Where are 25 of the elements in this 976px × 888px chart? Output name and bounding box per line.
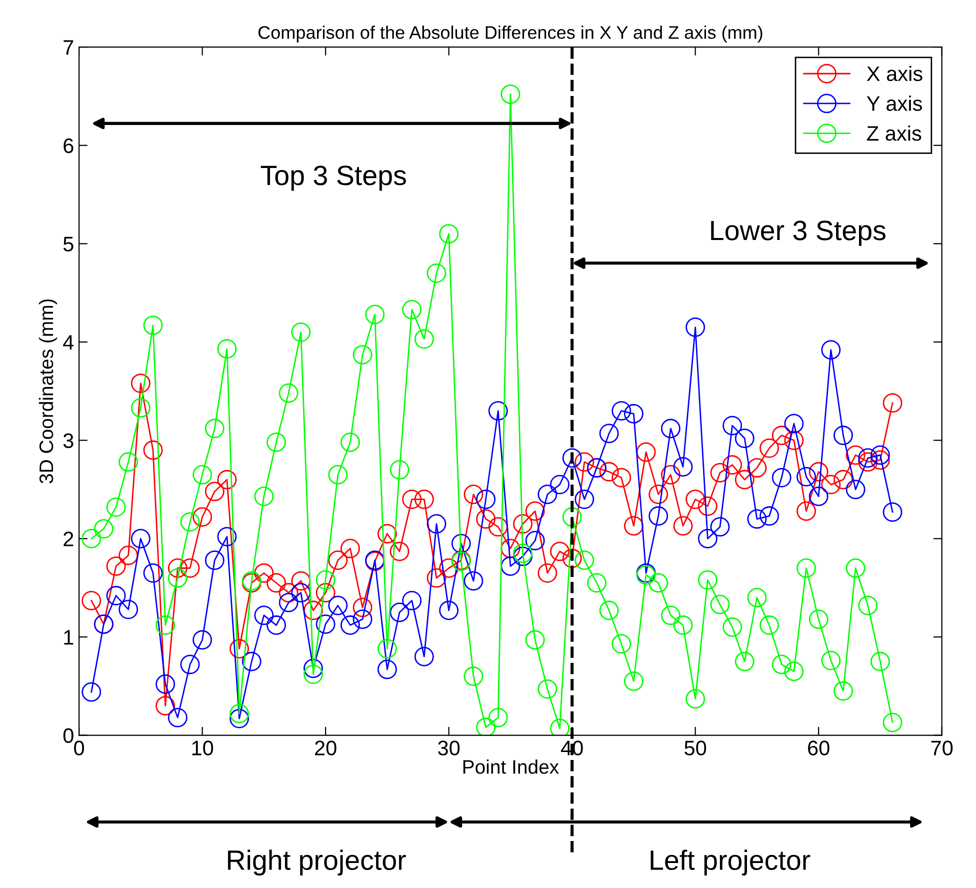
x-tick-label: 60	[808, 740, 830, 756]
annotation: Lower 3 Steps	[711, 220, 886, 246]
x-tick-label: 50	[684, 740, 706, 756]
y-tick-label: 2	[64, 532, 74, 546]
y-tick-label: 6	[64, 138, 74, 154]
y-tick-label: 7	[64, 40, 74, 55]
legend-label: Y axis	[866, 96, 922, 111]
y-tick-label: 4	[63, 335, 74, 350]
x-tick-label: 20	[315, 740, 336, 756]
y-tick-label: 1	[64, 630, 74, 644]
text: Right projector	[228, 850, 406, 876]
x-tick-label: 0	[74, 740, 84, 756]
y-axis-title: 3D Coordinates (mm)	[38, 299, 58, 484]
x-axis-title: Point Index	[463, 760, 559, 774]
chart-title: Comparison of the Absolute Differences in X Y and Z axis (mm)	[258, 26, 762, 42]
legend-label: Z axis	[867, 125, 922, 141]
legend-label: X axis	[866, 66, 922, 82]
annotation: Top 3 Steps	[260, 166, 406, 191]
y-tick-label: 0	[63, 728, 74, 744]
y-tick-label: 5	[63, 236, 74, 252]
x-tick-label: 70	[931, 740, 953, 756]
x-tick-label: 30	[438, 740, 460, 756]
text: Left projector	[650, 850, 810, 876]
y-tick-label: 3	[63, 433, 74, 448]
x-tick-label: 10	[192, 740, 214, 756]
